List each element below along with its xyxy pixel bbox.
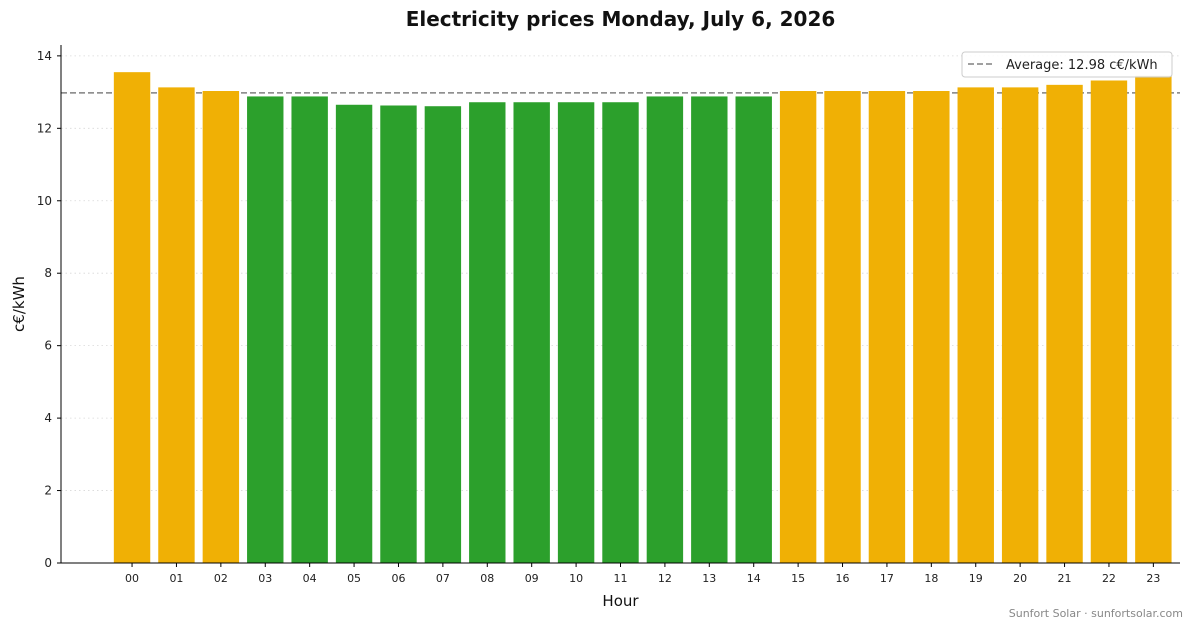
x-tick-label: 16 <box>836 572 850 585</box>
x-ticks: 00 01 02 03 04 05 06 07 08 09 10 11 12 13 14 15 16 17 18 19… <box>125 563 1160 585</box>
x-tick-label: 14 <box>747 572 761 585</box>
y-tick-label: 6 <box>44 339 52 353</box>
x-tick-label: 06 <box>391 572 405 585</box>
bar-hour-03 <box>247 96 284 564</box>
bar-hour-23 <box>1135 75 1172 563</box>
bar-hour-13 <box>691 96 728 564</box>
bar-hour-10 <box>557 102 595 563</box>
footer-credit: Sunfort Solar · sunfortsolar.com <box>1009 607 1183 620</box>
x-tick-label: 11 <box>614 572 628 585</box>
x-tick-label: 03 <box>258 572 272 585</box>
x-tick-label: 23 <box>1146 572 1160 585</box>
bar-hour-05 <box>335 104 373 564</box>
bar-hour-22 <box>1090 80 1128 563</box>
bar-hour-09 <box>513 102 550 563</box>
y-tick-label: 8 <box>44 266 52 280</box>
x-tick-label: 21 <box>1058 572 1072 585</box>
y-ticks: 0 2 4 6 8 10 12 14 <box>37 49 61 570</box>
y-tick-label: 4 <box>44 411 52 425</box>
x-axis-label: Hour <box>602 592 639 610</box>
x-tick-label: 17 <box>880 572 894 585</box>
x-tick-label: 09 <box>525 572 539 585</box>
bar-hour-17 <box>868 91 906 563</box>
bar-hour-02 <box>202 91 240 563</box>
bar-hour-12 <box>646 96 684 564</box>
x-tick-label: 08 <box>480 572 494 585</box>
bar-hour-11 <box>602 102 639 563</box>
legend-average-label: Average: 12.98 c€/kWh <box>1006 58 1158 73</box>
bar-hour-04 <box>291 96 328 564</box>
x-tick-label: 10 <box>569 572 583 585</box>
x-tick-label: 20 <box>1013 572 1027 585</box>
bar-hour-08 <box>469 102 506 563</box>
bars <box>113 72 1172 564</box>
chart-title: Electricity prices Monday, July 6, 2026 <box>406 7 836 31</box>
bar-hour-01 <box>158 87 195 563</box>
x-tick-label: 12 <box>658 572 672 585</box>
x-tick-label: 04 <box>303 572 317 585</box>
y-tick-label: 12 <box>37 121 52 135</box>
bar-hour-00 <box>113 72 151 563</box>
bar-hour-21 <box>1046 84 1083 563</box>
x-tick-label: 00 <box>125 572 139 585</box>
bar-hour-14 <box>735 96 772 564</box>
x-tick-label: 05 <box>347 572 361 585</box>
x-tick-label: 01 <box>169 572 183 585</box>
x-tick-label: 19 <box>969 572 983 585</box>
x-tick-label: 15 <box>791 572 805 585</box>
bar-hour-20 <box>1001 87 1039 563</box>
legend: Average: 12.98 c€/kWh <box>961 51 1173 78</box>
legend-box <box>961 51 1173 78</box>
x-tick-label: 18 <box>924 572 938 585</box>
y-tick-label: 2 <box>44 484 52 498</box>
bar-hour-18 <box>913 91 950 563</box>
x-tick-label: 22 <box>1102 572 1116 585</box>
x-tick-label: 13 <box>702 572 716 585</box>
x-tick-label: 02 <box>214 572 228 585</box>
bar-hour-16 <box>824 91 861 563</box>
y-tick-label: 0 <box>44 556 52 570</box>
y-axis-label: c€/kWh <box>10 276 28 332</box>
y-tick-label: 10 <box>37 194 52 208</box>
bar-hour-15 <box>779 91 817 563</box>
y-tick-label: 14 <box>37 49 52 63</box>
bar-hour-06 <box>380 105 417 563</box>
bar-hour-19 <box>957 87 994 563</box>
bar-hour-07 <box>424 106 462 563</box>
x-tick-label: 07 <box>436 572 450 585</box>
